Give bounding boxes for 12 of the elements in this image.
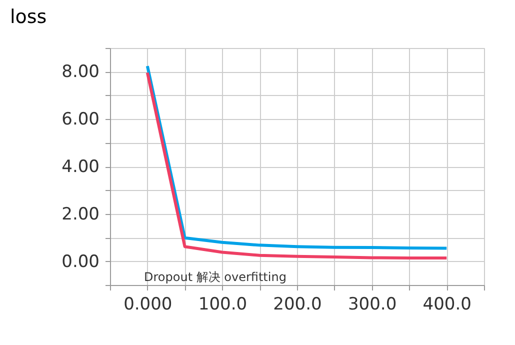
annotation: Dropout 解决 overfitting	[144, 270, 286, 284]
y-tick-label: 4.00	[62, 157, 100, 177]
x-tick-label: 0.000	[124, 294, 172, 314]
x-tick-label: 200.0	[273, 294, 322, 314]
y-tick-label: 8.00	[62, 62, 100, 82]
chart-title: loss	[10, 6, 47, 28]
y-tick-label: 2.00	[62, 204, 100, 224]
y-tick-label: 6.00	[62, 110, 100, 130]
x-tick-label: 400.0	[422, 294, 472, 314]
y-tick-label: 0.00	[62, 252, 100, 272]
x-tick-label: 300.0	[348, 294, 397, 314]
x-tick-label: 100.0	[198, 294, 248, 314]
